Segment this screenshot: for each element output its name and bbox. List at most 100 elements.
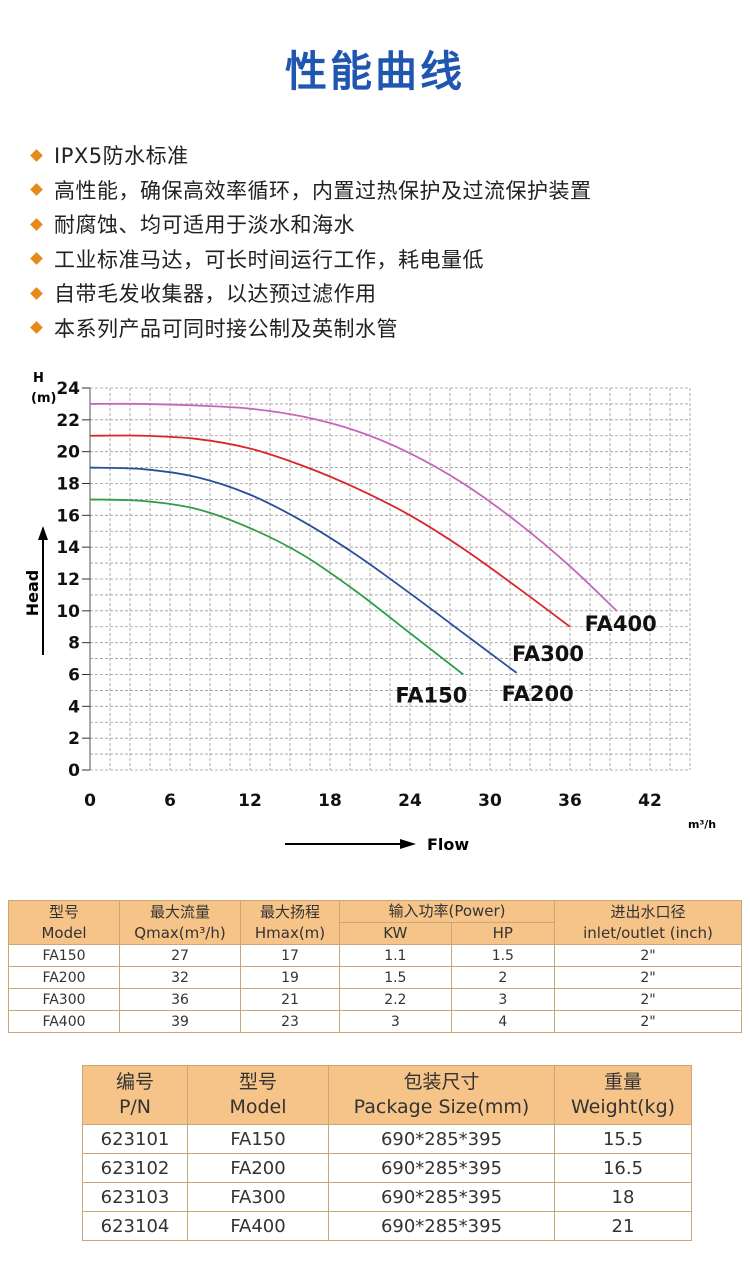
cell-model: FA400: [8, 1010, 120, 1033]
series-line-fa400: [89, 402, 618, 612]
y-tick-label: 0: [68, 761, 80, 781]
feature-item: 高性能，确保高效率循环，内置过热保护及过流保护装置: [30, 173, 592, 208]
x-axis-title: Flow: [427, 835, 469, 854]
header-size: 包装尺寸 Package Size(mm): [328, 1065, 555, 1125]
x-tick-label: 42: [638, 791, 662, 811]
x-tick-label: 18: [318, 791, 342, 811]
cell-qmax: 27: [119, 944, 241, 967]
arrow-up-icon: [38, 526, 48, 540]
cell-hp: 1.5: [450, 944, 556, 967]
cell-kw: 2.2: [339, 988, 452, 1011]
cell-model: FA150: [187, 1124, 329, 1154]
feature-item: IPX5防水标准: [30, 138, 592, 173]
diamond-bullet-icon: [30, 252, 43, 266]
cell-model: FA150: [8, 944, 120, 967]
cell-hp: 4: [450, 1010, 556, 1033]
feature-text: IPX5防水标准: [54, 144, 189, 169]
cell-size: 690*285*395: [328, 1153, 555, 1183]
cell-hmax: 23: [240, 1010, 340, 1033]
series-line-fa300: [89, 434, 571, 628]
cell-hmax: 19: [240, 966, 340, 989]
performance-table: 型号 Model 最大流量 Qmax(m³/h) 最大扬程 Hmax(m) 输入功率(…: [8, 900, 742, 1033]
y-tick-label: 24: [56, 379, 80, 399]
cell-hmax: 17: [240, 944, 340, 967]
feature-text: 耐腐蚀、均可适用于淡水和海水: [54, 213, 355, 238]
feature-list: IPX5防水标准 高性能，确保高效率循环，内置过热保护及过流保护装置 耐腐蚀、均…: [30, 138, 592, 345]
cell-inlet: 2": [554, 944, 742, 967]
y-axis-letter: H: [33, 371, 44, 386]
cell-qmax: 36: [119, 988, 241, 1011]
x-tick-label: 0: [84, 791, 96, 811]
header-hp: HP: [450, 922, 556, 945]
feature-text: 工业标准马达，可长时间运行工作，耗电量低: [54, 247, 484, 272]
y-tick-label: 2: [68, 729, 80, 749]
table-row: FA150 27 17 1.1 1.5 2": [8, 944, 742, 967]
table-row: FA300 36 21 2.2 3 2": [8, 988, 742, 1011]
diamond-bullet-icon: [30, 321, 43, 335]
cell-model: FA200: [187, 1153, 329, 1183]
diamond-bullet-icon: [30, 148, 43, 162]
y-tick-label: 12: [56, 570, 80, 590]
header-power: 输入功率(Power): [339, 900, 555, 923]
table-row: 623103 FA300 690*285*395 18: [82, 1182, 692, 1212]
y-axis-title: Head: [23, 570, 42, 617]
cell-size: 690*285*395: [328, 1124, 555, 1154]
y-tick-label: 18: [56, 475, 80, 495]
cell-hp: 3: [450, 988, 556, 1011]
header-qmax: 最大流量 Qmax(m³/h): [119, 900, 241, 945]
y-tick-label: 20: [56, 443, 80, 463]
y-tick-label: 8: [68, 634, 80, 654]
y-tick-label: 4: [68, 697, 80, 717]
cell-hmax: 21: [240, 988, 340, 1011]
cell-inlet: 2": [554, 988, 742, 1011]
feature-text: 本系列产品可同时接公制及英制水管: [54, 316, 398, 341]
y-tick-label: 22: [56, 411, 80, 431]
x-tick-label: 30: [478, 791, 502, 811]
series-label-fa300: FA300: [512, 642, 584, 666]
feature-item: 自带毛发收集器，以达预过滤作用: [30, 276, 592, 311]
table-row: 623104 FA400 690*285*395 21: [82, 1211, 692, 1241]
header-model: 型号 Model: [8, 900, 120, 945]
cell-hp: 2: [450, 966, 556, 989]
y-axis-unit: (m): [31, 391, 56, 406]
header-hmax: 最大扬程 Hmax(m): [240, 900, 340, 945]
cell-weight: 18: [554, 1182, 692, 1212]
y-tick-label: 6: [68, 666, 80, 686]
cell-pn: 623102: [82, 1153, 188, 1183]
cell-model: FA300: [187, 1182, 329, 1212]
diamond-bullet-icon: [30, 286, 43, 300]
header-weight: 重量 Weight(kg): [554, 1065, 692, 1125]
feature-item: 耐腐蚀、均可适用于淡水和海水: [30, 207, 592, 242]
cell-weight: 15.5: [554, 1124, 692, 1154]
package-table: 编号 P/N 型号 Model 包装尺寸 Package Size(mm) 重量 Wei…: [82, 1065, 692, 1241]
cell-pn: 623101: [82, 1124, 188, 1154]
feature-text: 自带毛发收集器，以达预过滤作用: [54, 282, 377, 307]
table-row: 623101 FA150 690*285*395 15.5: [82, 1124, 692, 1154]
page-title: 性能曲线: [284, 47, 465, 96]
cell-inlet: 2": [554, 966, 742, 989]
feature-item: 工业标准马达，可长时间运行工作，耗电量低: [30, 242, 592, 277]
cell-inlet: 2": [554, 1010, 742, 1033]
arrow-right-icon: [400, 839, 416, 849]
header-pn: 编号 P/N: [82, 1065, 188, 1125]
y-tick-label: 14: [56, 538, 80, 558]
cell-model: FA300: [8, 988, 120, 1011]
table-row: FA200 32 19 1.5 2 2": [8, 966, 742, 989]
x-tick-label: 36: [558, 791, 582, 811]
x-tick-label: 12: [238, 791, 262, 811]
cell-kw: 1.1: [339, 944, 452, 967]
series-label-fa200: FA200: [502, 682, 574, 706]
y-tick-label: 10: [56, 602, 80, 622]
x-axis-unit: m³/h: [688, 818, 716, 831]
series-line-fa150: [89, 498, 464, 676]
diamond-bullet-icon: [30, 217, 43, 231]
table-row: FA400 39 23 3 4 2": [8, 1010, 742, 1033]
series-label-fa400: FA400: [585, 612, 657, 636]
cell-model: FA400: [187, 1211, 329, 1241]
cell-qmax: 32: [119, 966, 241, 989]
x-tick-label: 6: [164, 791, 176, 811]
cell-weight: 21: [554, 1211, 692, 1241]
cell-weight: 16.5: [554, 1153, 692, 1183]
header-inlet: 进出水口径 inlet/outlet (inch): [554, 900, 742, 945]
